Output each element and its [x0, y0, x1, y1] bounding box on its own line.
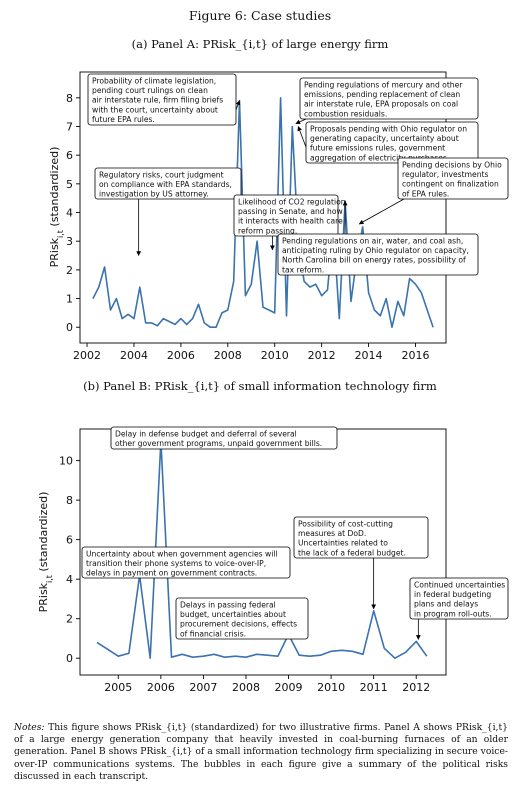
annotation-bubble — [81, 546, 291, 579]
x-tick-label: 2006 — [167, 349, 195, 362]
notes-text: This figure shows PRisk_{i,t} (standardi… — [14, 722, 509, 782]
annotation-bubble — [87, 73, 237, 126]
panel-b-title-text: (b) Panel B: PRisk_{i,t} of small inform… — [83, 379, 437, 393]
y-tick-label: 3 — [66, 235, 73, 248]
x-tick-label: 2010 — [261, 349, 289, 362]
x-tick-label: 2009 — [275, 681, 303, 694]
annotation-bubble — [293, 516, 429, 559]
panel-b-chart: 2005 2006 2007 2008 2009 2010 2011 2012 0 2 4 6 8 10 P… — [37, 426, 509, 694]
x-tick-label: 2008 — [214, 349, 242, 362]
y-tick-label: 8 — [66, 494, 73, 507]
y-tick-label: 7 — [66, 120, 73, 133]
x-tick-label: 2007 — [189, 681, 217, 694]
y-tick-label: 0 — [66, 321, 73, 334]
panel-a-chart: 2002 2004 2006 2008 2010 2012 2014 2016 0 1 2 3 4 5 6 7… — [48, 71, 509, 362]
annotation-text: Delays in passing federal budget, uncerta… — [180, 601, 297, 639]
plot-frame-a — [79, 71, 447, 344]
annotation-bubble — [175, 597, 309, 640]
annotation-arrow — [358, 198, 405, 225]
notes-label: Notes: — [14, 722, 45, 733]
x-tick-label: 2004 — [120, 349, 148, 362]
y-tick-label: 8 — [66, 92, 73, 105]
annotation-text: Possibility of cost-cutting measures at D… — [298, 520, 406, 558]
y-tick-label: 6 — [66, 534, 73, 547]
annotation-text: Pending regulations on air, water, and c… — [282, 237, 469, 275]
x-tick-label: 2014 — [355, 349, 383, 362]
annotation-bubble — [409, 577, 509, 620]
x-tick-label: 2012 — [402, 681, 430, 694]
annotation-text: Probability of climate legislation, pendi… — [92, 77, 223, 124]
x-tick-label: 2008 — [232, 681, 260, 694]
x-tick-label: 2005 — [104, 681, 132, 694]
series-line — [96, 440, 428, 660]
annotation-bubble — [397, 157, 509, 200]
annotation-text: Uncertainty about when government agenci… — [86, 550, 278, 578]
series-line — [92, 97, 434, 329]
y-tick-label: 1 — [66, 293, 73, 306]
figure-notes: Notes: This figure shows PRisk_{i,t} (st… — [14, 722, 508, 783]
annotation-text: Pending decisions by Ohio regulator, inve… — [402, 161, 502, 199]
y-tick-label: 4 — [66, 573, 73, 586]
annotation-bubble — [94, 167, 242, 200]
annotation-text: Continued uncertainties in federal budget… — [414, 581, 505, 619]
y-tick-label: 10 — [59, 455, 73, 468]
annotation-text: Regulatory risks, court judgment on compl… — [99, 171, 232, 199]
panel-b-title: (b) Panel B: PRisk_{i,t} of small inform… — [0, 379, 520, 393]
x-tick-label: 2002 — [73, 349, 101, 362]
annotation-bubble — [110, 426, 338, 450]
annotation-text: Likelihood of CO2 regulation passing in S… — [238, 198, 346, 236]
panel-a-title: (a) Panel A: PRisk_{i,t} of large energy… — [0, 37, 520, 51]
x-tick-label: 2006 — [147, 681, 175, 694]
annotation-bubble — [277, 233, 479, 276]
x-tick-label: 2012 — [308, 349, 336, 362]
annotation-text: Proposals pending with Ohio regulator on… — [310, 125, 467, 163]
figure-title: Figure 6: Case studies — [188, 8, 332, 23]
y-tick-label: 0 — [66, 652, 73, 665]
annotation-bubble — [305, 121, 479, 164]
annotation-bubble — [299, 77, 479, 120]
annotation-arrow — [295, 118, 307, 125]
panel-a-title-text: (a) Panel A: PRisk_{i,t} of large energy… — [131, 37, 389, 51]
y-tick-label: 4 — [66, 207, 73, 220]
y-axis-label: PRiski,t (standardized) — [48, 147, 65, 268]
y-axis-label: PRiski,t (standardized) — [37, 492, 54, 613]
y-tick-label: 5 — [66, 178, 73, 191]
annotation-text: Delay in defense budget and deferral of … — [115, 430, 322, 449]
y-tick-label: 2 — [66, 613, 73, 626]
x-tick-label: 2016 — [402, 349, 430, 362]
x-tick-label: 2011 — [360, 681, 388, 694]
x-tick-label: 2010 — [317, 681, 345, 694]
y-tick-label: 6 — [66, 149, 73, 162]
y-tick-label: 2 — [66, 264, 73, 277]
annotation-text: Pending regulations of mercury and other… — [304, 81, 463, 119]
